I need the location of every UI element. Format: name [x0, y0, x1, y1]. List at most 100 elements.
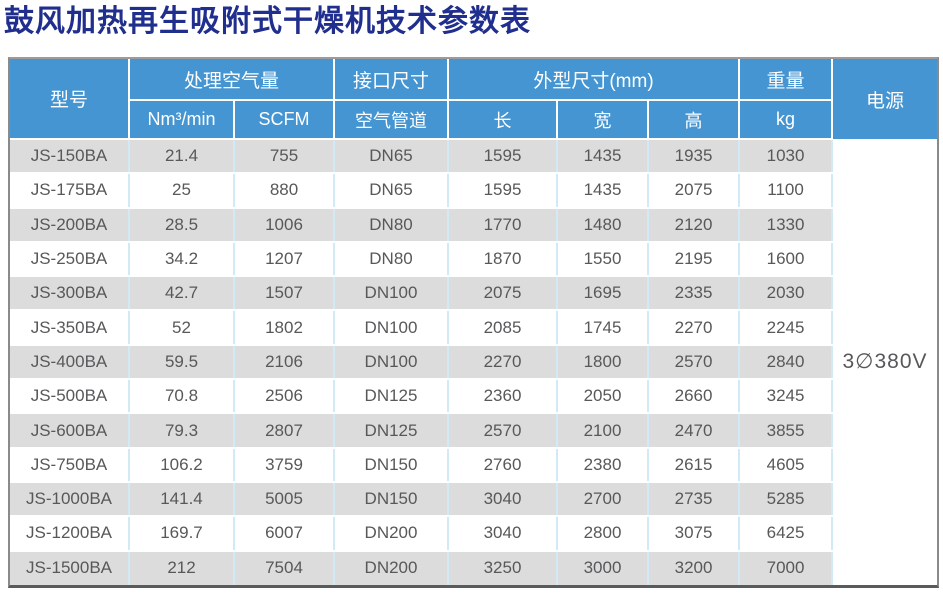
cell-model: JS-750BA [10, 447, 130, 483]
cell-model: JS-175BA [10, 173, 130, 209]
subheader-nm3-min: Nm³/min [129, 100, 235, 140]
cell-pipe: DN200 [334, 550, 450, 585]
header-model: 型号 [10, 59, 130, 140]
header-group-row: 型号 处理空气量 接口尺寸 外型尺寸(mm) 重量 [10, 59, 834, 140]
cell-length: 2085 [448, 310, 559, 346]
cell-height: 3075 [648, 516, 741, 552]
cell-width: 1435 [557, 139, 650, 175]
cell-scfm: 880 [234, 173, 336, 209]
cell-width: 1800 [557, 344, 650, 381]
subheader-scfm: SCFM [234, 100, 336, 140]
cell-width: 2700 [557, 481, 650, 518]
cell-height: 2195 [648, 241, 741, 278]
cell-length: 2360 [448, 379, 559, 415]
subheader-length: 长 [448, 100, 559, 140]
cell-scfm: 2807 [234, 413, 336, 449]
cell-height: 3200 [648, 550, 741, 585]
header-air-volume: 处理空气量 [129, 59, 336, 101]
cell-weight: 2245 [739, 310, 834, 346]
cell-height: 1935 [648, 139, 741, 175]
cell-scfm: 1207 [234, 241, 336, 278]
table-row: JS-350BA 52 1802 DN100 2085 1745 2270 2245 [10, 310, 834, 346]
cell-model: JS-500BA [10, 379, 130, 415]
cell-length: 1870 [448, 241, 559, 278]
cell-length: 3040 [448, 516, 559, 552]
subheader-height: 高 [648, 100, 741, 140]
header-weight: 重量 [739, 59, 834, 101]
cell-nm3_min: 79.3 [129, 413, 235, 449]
header-power: 电源 [833, 59, 937, 139]
cell-pipe: DN150 [334, 481, 450, 518]
cell-weight: 3245 [739, 379, 834, 415]
table-row: JS-150BA 21.4 755 DN65 1595 1435 1935 1030 [10, 139, 834, 175]
cell-weight: 1600 [739, 241, 834, 278]
cell-width: 1695 [557, 276, 650, 312]
subheader-air-pipe: 空气管道 [334, 100, 450, 140]
cell-nm3_min: 169.7 [129, 516, 235, 552]
cell-pipe: DN100 [334, 276, 450, 312]
cell-length: 1595 [448, 139, 559, 175]
spec-table-container: 型号 处理空气量 接口尺寸 外型尺寸(mm) 重量 Nm³/min SCFM 空… [8, 57, 939, 588]
cell-weight: 1100 [739, 173, 834, 209]
cell-width: 2380 [557, 447, 650, 483]
cell-weight: 1030 [739, 139, 834, 175]
page-title: 鼓风加热再生吸附式干燥机技术参数表 [4, 5, 531, 38]
cell-weight: 2030 [739, 276, 834, 312]
table-row: JS-300BA 42.7 1507 DN100 2075 1695 2335 2030 [10, 276, 834, 312]
header-dimensions: 外型尺寸(mm) [448, 59, 741, 101]
cell-pipe: DN100 [334, 344, 450, 381]
cell-length: 2570 [448, 413, 559, 449]
cell-pipe: DN125 [334, 413, 450, 449]
cell-nm3_min: 52 [129, 310, 235, 346]
cell-weight: 7000 [739, 550, 834, 585]
cell-scfm: 3759 [234, 447, 336, 483]
cell-width: 1480 [557, 207, 650, 243]
cell-model: JS-1200BA [10, 516, 130, 552]
spec-table: 型号 处理空气量 接口尺寸 外型尺寸(mm) 重量 Nm³/min SCFM 空… [10, 59, 834, 585]
cell-height: 2335 [648, 276, 741, 312]
cell-nm3_min: 42.7 [129, 276, 235, 312]
cell-nm3_min: 141.4 [129, 481, 235, 518]
cell-pipe: DN150 [334, 447, 450, 483]
cell-model: JS-150BA [10, 139, 130, 175]
cell-scfm: 5005 [234, 481, 336, 518]
cell-scfm: 6007 [234, 516, 336, 552]
cell-scfm: 1802 [234, 310, 336, 346]
cell-length: 2760 [448, 447, 559, 483]
cell-width: 1435 [557, 173, 650, 209]
cell-height: 2570 [648, 344, 741, 381]
cell-nm3_min: 106.2 [129, 447, 235, 483]
table-row: JS-750BA 106.2 3759 DN150 2760 2380 2615 4605 [10, 447, 834, 483]
cell-pipe: DN200 [334, 516, 450, 552]
cell-weight: 1330 [739, 207, 834, 243]
cell-pipe: DN65 [334, 173, 450, 209]
cell-nm3_min: 25 [129, 173, 235, 209]
cell-weight: 4605 [739, 447, 834, 483]
cell-pipe: DN80 [334, 241, 450, 278]
cell-length: 2075 [448, 276, 559, 312]
power-value: 3∅380V [842, 350, 928, 374]
table-row: JS-1000BA 141.4 5005 DN150 3040 2700 2735 5285 [10, 481, 834, 518]
cell-height: 2735 [648, 481, 741, 518]
subheader-width: 宽 [557, 100, 650, 140]
cell-scfm: 7504 [234, 550, 336, 585]
table-row: JS-1200BA 169.7 6007 DN200 3040 2800 3075 6425 [10, 516, 834, 552]
cell-model: JS-400BA [10, 344, 130, 381]
table-row: JS-1500BA 212 7504 DN200 3250 3000 3200 7000 [10, 550, 834, 585]
cell-length: 2270 [448, 344, 559, 381]
cell-width: 3000 [557, 550, 650, 585]
cell-length: 1770 [448, 207, 559, 243]
cell-scfm: 1507 [234, 276, 336, 312]
cell-scfm: 755 [234, 139, 336, 175]
cell-width: 2800 [557, 516, 650, 552]
cell-length: 1595 [448, 173, 559, 209]
cell-model: JS-250BA [10, 241, 130, 278]
cell-width: 1745 [557, 310, 650, 346]
header-interface-size: 接口尺寸 [334, 59, 450, 101]
power-column: 电源 3∅380V [833, 59, 937, 585]
cell-weight: 3855 [739, 413, 834, 449]
cell-scfm: 2506 [234, 379, 336, 415]
cell-weight: 2840 [739, 344, 834, 381]
cell-width: 1550 [557, 241, 650, 278]
cell-nm3_min: 21.4 [129, 139, 235, 175]
